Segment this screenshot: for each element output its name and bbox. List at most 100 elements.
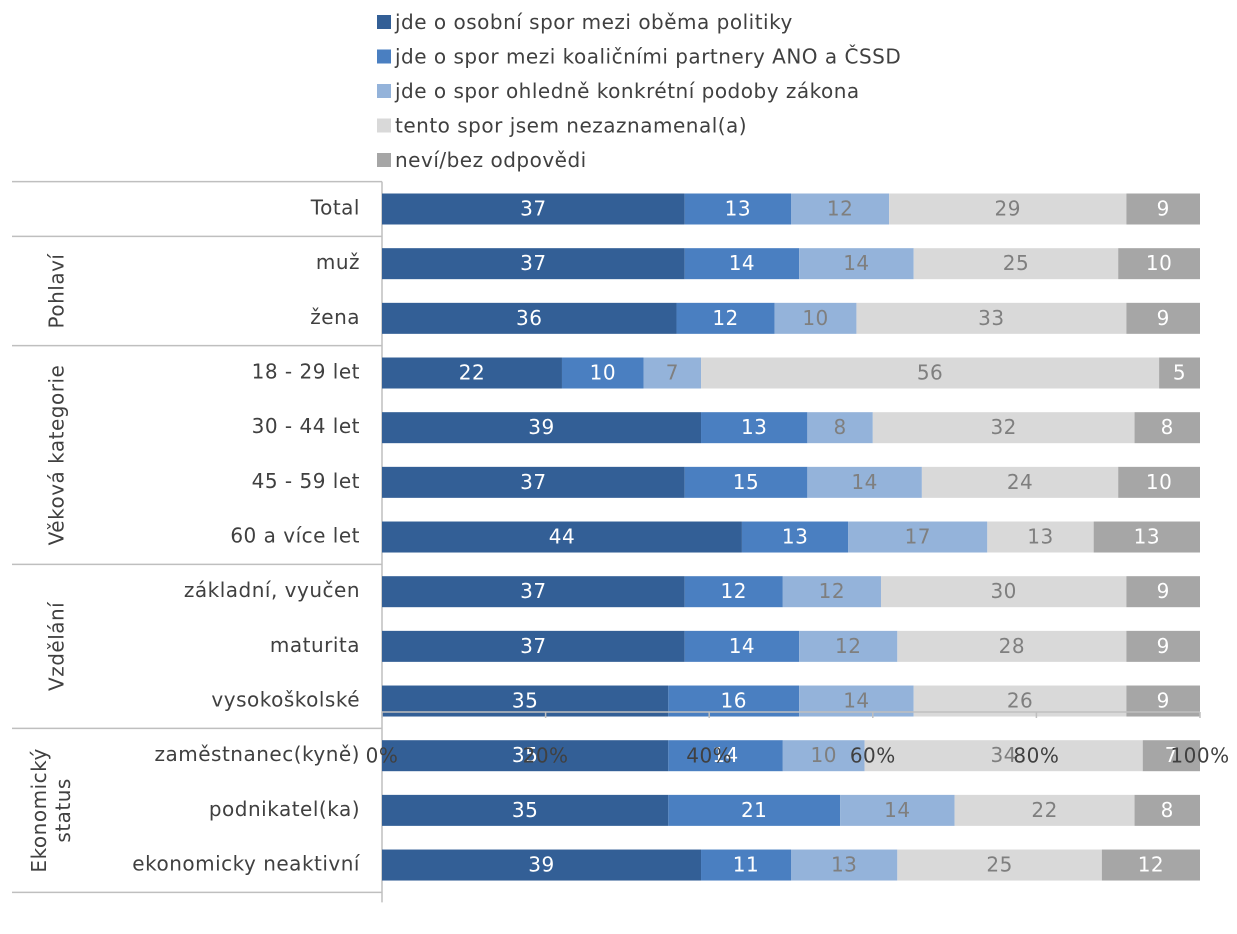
bar-segment [774, 302, 857, 334]
data-label: 34 [990, 743, 1016, 767]
data-label: 25 [986, 853, 1012, 877]
legend: jde o osobní spor mezi oběma politiky jde… [377, 10, 901, 172]
data-label: 8 [833, 415, 846, 439]
data-label: 29 [995, 197, 1021, 221]
x-tick-label: 60% [850, 744, 896, 768]
data-label: 10 [1146, 251, 1172, 275]
data-label: 10 [590, 361, 616, 385]
data-label: 32 [990, 415, 1016, 439]
data-label: 12 [819, 579, 845, 603]
x-tick-label: 100% [1170, 744, 1229, 768]
bar-segment [791, 193, 890, 225]
data-label: 30 [990, 579, 1016, 603]
data-label: 16 [721, 689, 747, 713]
legend-label: jde o osobní spor mezi oběma politiky [394, 10, 793, 34]
data-label: 9 [1157, 197, 1170, 221]
bar-segment [684, 630, 800, 662]
legend-swatch [377, 153, 391, 167]
data-label: 9 [1157, 306, 1170, 330]
data-label: 56 [917, 361, 943, 385]
category-label: zaměstnanec(kyně) [154, 742, 360, 766]
legend-swatch [377, 84, 391, 98]
bar-segment [741, 521, 849, 553]
bar-segment [782, 740, 865, 772]
data-label: 37 [520, 251, 546, 275]
bar-segment [1126, 576, 1200, 608]
bar-segment [913, 248, 1119, 280]
legend-swatch [377, 49, 391, 64]
data-label: 9 [1157, 634, 1170, 658]
data-label: 37 [520, 579, 546, 603]
data-label: 14 [729, 634, 755, 658]
bar-segment [382, 740, 669, 772]
bar-segment [382, 849, 702, 881]
data-label: 13 [831, 853, 857, 877]
bar-segment [701, 357, 1160, 389]
data-label: 12 [721, 579, 747, 603]
legend-label: neví/bez odpovědi [395, 148, 587, 172]
bar-segment [1093, 521, 1200, 553]
data-label: 5 [1173, 361, 1186, 385]
bar-segment [782, 576, 881, 608]
bar-segment [382, 576, 685, 608]
bar-segment [1126, 630, 1200, 662]
data-label: 35 [512, 689, 538, 713]
bar-segment [668, 740, 783, 772]
bar-segment [1159, 357, 1200, 389]
group-label-line: Ekonomický [27, 748, 51, 872]
bar-segment [382, 466, 685, 498]
category-label: Total [310, 196, 360, 220]
data-label: 17 [905, 525, 931, 549]
bar-segment [676, 302, 775, 334]
bar-segment [897, 630, 1127, 662]
bar-segment [1134, 412, 1200, 444]
bar-segment [382, 357, 562, 389]
x-tick-label: 0% [366, 744, 399, 768]
bar-segment [921, 466, 1119, 498]
data-label: 12 [835, 634, 861, 658]
data-label: 10 [810, 743, 836, 767]
data-label: 9 [1157, 689, 1170, 713]
data-label: 14 [884, 798, 910, 822]
bar-segment [889, 193, 1127, 225]
x-tick-label: 20% [523, 744, 569, 768]
data-label: 14 [729, 251, 755, 275]
bar-segment [382, 248, 685, 280]
legend-label: jde o spor mezi koaličními partnery ANO … [394, 45, 901, 69]
group-label-line: status [51, 778, 75, 842]
bar-segment [701, 849, 791, 881]
data-label: 24 [1007, 470, 1033, 494]
data-label: 14 [843, 251, 869, 275]
bar-segment [1101, 849, 1200, 881]
bar-segment [1134, 794, 1200, 826]
data-label: 33 [978, 306, 1004, 330]
bar-segment [807, 466, 922, 498]
bar-segment [643, 357, 702, 389]
x-axis: 0% 20% 40% 60% 80% 100% [366, 711, 1229, 768]
bar-segment [799, 630, 898, 662]
category-label: ekonomicky neaktivní [132, 852, 361, 876]
data-label: 37 [520, 197, 546, 221]
data-label: 12 [827, 197, 853, 221]
data-label: 36 [516, 306, 542, 330]
category-label: 60 a více let [230, 524, 360, 548]
bar-segment [382, 412, 702, 444]
data-label: 13 [1134, 525, 1160, 549]
data-label: 13 [725, 197, 751, 221]
category-label: 18 - 29 let [252, 360, 360, 384]
bar-segment [684, 576, 783, 608]
data-label: 37 [520, 634, 546, 658]
bar-segment [856, 302, 1127, 334]
data-label: 13 [782, 525, 808, 549]
category-label: podnikatel(ka) [209, 797, 360, 821]
bar-segment [1142, 740, 1200, 772]
x-tick-label: 80% [1013, 744, 1059, 768]
category-label: vysokoškolské [211, 688, 360, 712]
data-label: 39 [528, 853, 554, 877]
data-label: 14 [851, 470, 877, 494]
data-label: 44 [549, 525, 575, 549]
bar-segment [799, 248, 914, 280]
data-label: 8 [1161, 798, 1174, 822]
data-label: 28 [999, 634, 1025, 658]
